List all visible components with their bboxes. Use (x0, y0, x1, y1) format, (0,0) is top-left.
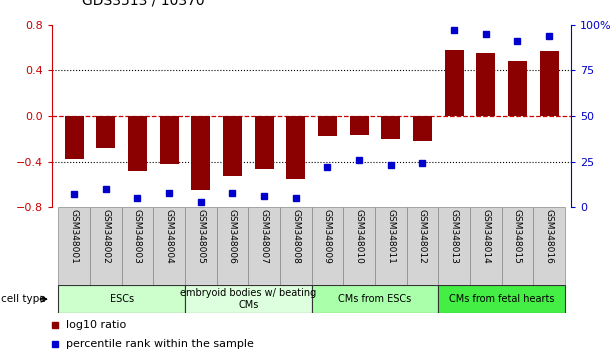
Bar (280, 207, 312, 285)
Text: CMs from ESCs: CMs from ESCs (338, 294, 412, 304)
Bar (445, 50, 464, 116)
Text: GSM348008: GSM348008 (291, 210, 300, 264)
Bar (153, 207, 185, 285)
Bar (502, 207, 533, 285)
Text: GSM348012: GSM348012 (418, 210, 427, 264)
Bar (287, 116, 306, 179)
Text: GSM348009: GSM348009 (323, 210, 332, 264)
Bar (58, 207, 90, 285)
Bar (248, 207, 280, 285)
Bar (185, 207, 217, 285)
Bar (122, 207, 153, 285)
Bar (223, 116, 242, 176)
Text: CMs from fetal hearts: CMs from fetal hearts (449, 294, 554, 304)
Bar (508, 61, 527, 116)
Bar (381, 116, 400, 139)
Text: GSM348011: GSM348011 (386, 210, 395, 264)
Bar (65, 116, 84, 159)
Text: GSM348010: GSM348010 (354, 210, 364, 264)
Bar (128, 116, 147, 171)
Bar (438, 207, 470, 285)
Bar (312, 207, 343, 285)
Bar (533, 207, 565, 285)
Bar (312, 285, 438, 313)
Text: embryoid bodies w/ beating
CMs: embryoid bodies w/ beating CMs (180, 288, 316, 310)
Text: GSM348002: GSM348002 (101, 210, 110, 264)
Bar (470, 207, 502, 285)
Bar (438, 285, 565, 313)
Text: GSM348005: GSM348005 (196, 210, 205, 264)
Text: GSM348013: GSM348013 (450, 210, 459, 264)
Text: GSM348014: GSM348014 (481, 210, 490, 264)
Text: GSM348003: GSM348003 (133, 210, 142, 264)
Bar (217, 207, 248, 285)
Bar (90, 207, 122, 285)
Bar (159, 116, 178, 164)
Bar (58, 285, 185, 313)
Text: GSM348016: GSM348016 (544, 210, 554, 264)
Bar (343, 207, 375, 285)
Text: percentile rank within the sample: percentile rank within the sample (66, 339, 254, 349)
Bar (477, 53, 496, 116)
Bar (540, 51, 558, 116)
Bar (185, 285, 312, 313)
Text: GSM348001: GSM348001 (70, 210, 79, 264)
Text: GSM348004: GSM348004 (164, 210, 174, 264)
Bar (349, 116, 368, 135)
Bar (318, 116, 337, 136)
Text: cell type: cell type (1, 294, 46, 304)
Bar (406, 207, 438, 285)
Text: GSM348006: GSM348006 (228, 210, 237, 264)
Text: ESCs: ESCs (109, 294, 134, 304)
Text: GSM348007: GSM348007 (260, 210, 269, 264)
Bar (97, 116, 115, 148)
Text: GSM348015: GSM348015 (513, 210, 522, 264)
Bar (375, 207, 406, 285)
Bar (413, 116, 432, 141)
Bar (191, 116, 210, 190)
Bar (255, 116, 274, 170)
Text: log10 ratio: log10 ratio (66, 320, 126, 330)
Text: GDS3513 / 10370: GDS3513 / 10370 (82, 0, 205, 7)
